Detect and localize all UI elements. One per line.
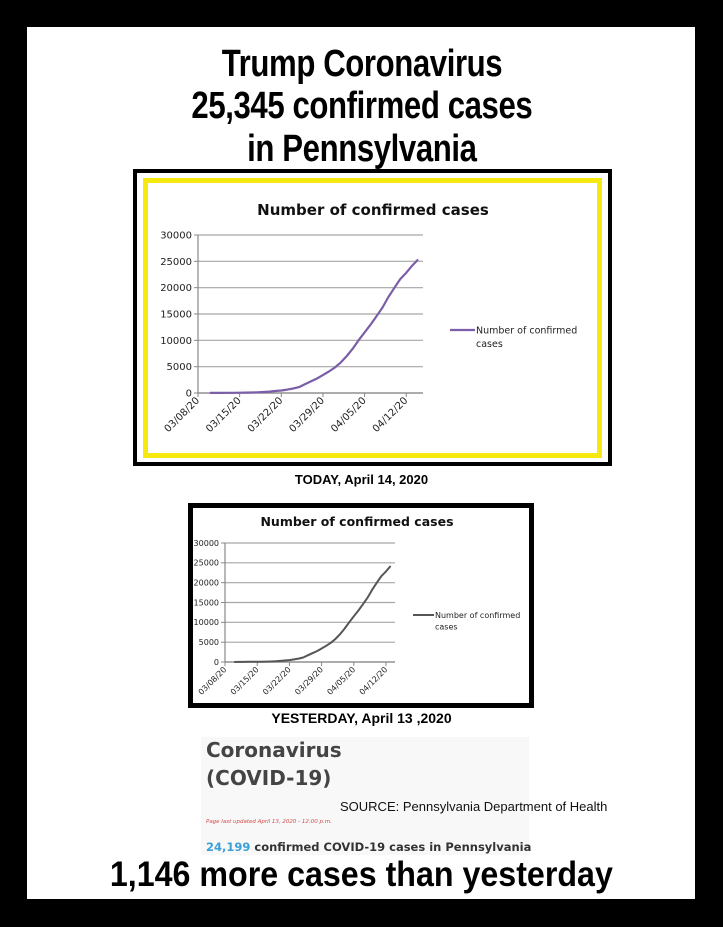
doh-screenshot-panel (201, 737, 529, 855)
footer-headline: 1,146 more cases than yesterday (109, 855, 613, 894)
doh-title-line-1: Coronavirus (206, 738, 342, 762)
headline-line-2: 25,345 confirmed cases (191, 85, 532, 127)
last-updated-note: Page last updated April 13, 2020 - 12:00… (206, 819, 332, 825)
today-chart-highlight-border (143, 178, 602, 458)
yesterday-chart-frame (188, 503, 534, 708)
headline-line-1: Trump Coronavirus (221, 43, 502, 85)
doh-case-count-number: 24,199 (206, 840, 251, 854)
headline-line-3: in Pennsylvania (246, 128, 477, 170)
doh-title-line-2: (COVID-19) (206, 766, 332, 790)
source-credit: SOURCE: Pennsylvania Department of Healt… (340, 799, 608, 814)
yesterday-caption: YESTERDAY, April 13 ,2020 (271, 710, 452, 726)
today-caption: TODAY, April 14, 2020 (294, 472, 429, 487)
doh-case-count: 24,199 confirmed COVID-19 cases in Penns… (206, 840, 531, 854)
today-chart-frame (133, 169, 612, 466)
doh-case-count-text: confirmed COVID-19 cases in Pennsylvania (250, 840, 532, 854)
